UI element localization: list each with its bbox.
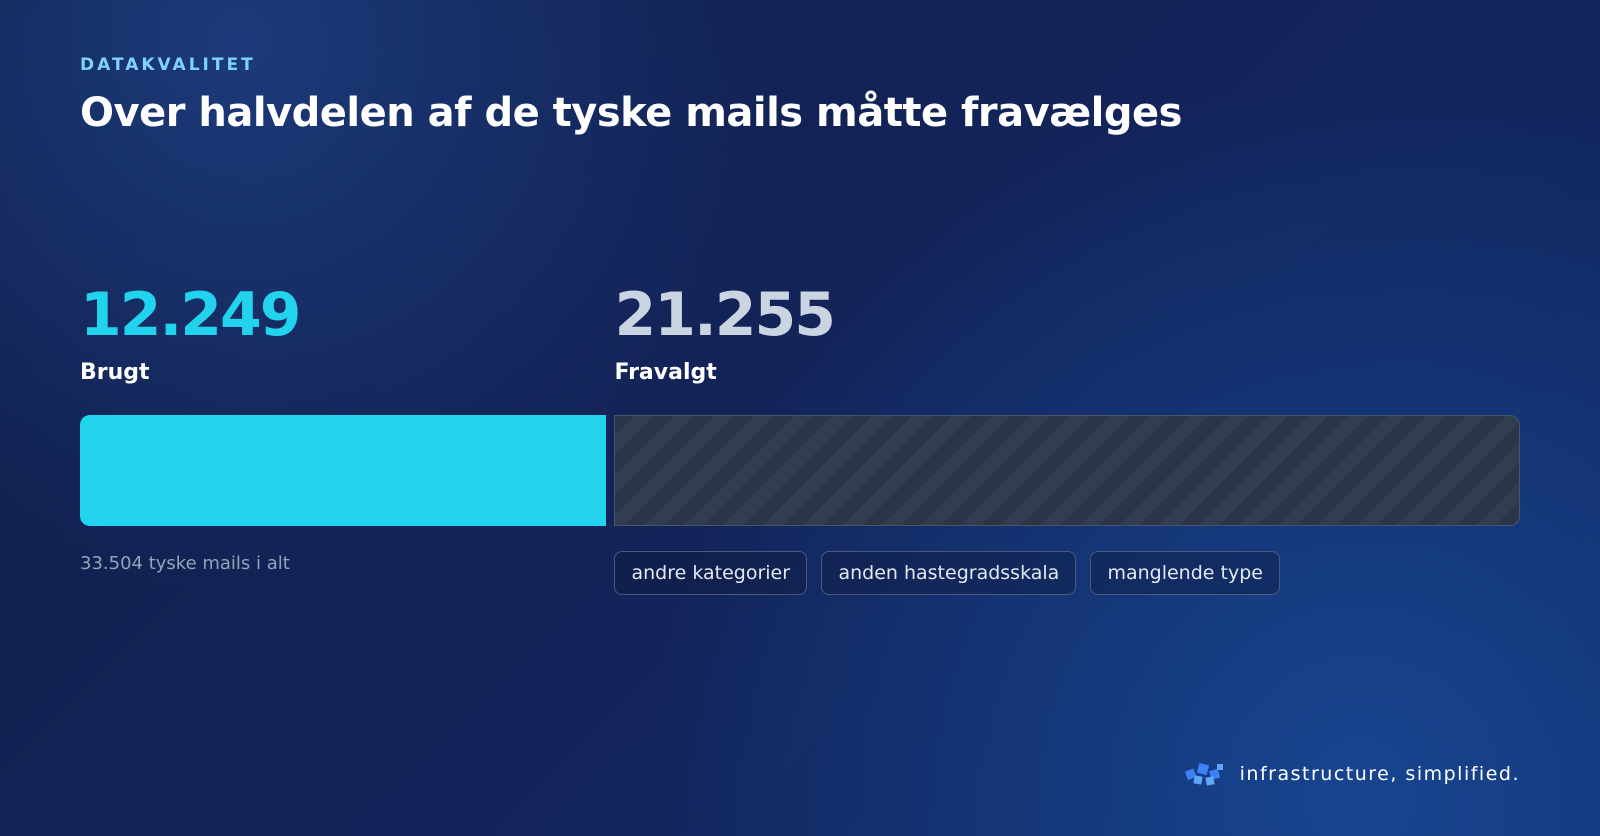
tagline: infrastructure, simplified. (1239, 763, 1520, 785)
stat-name: Brugt (80, 360, 150, 385)
tag: manglende type (1090, 551, 1280, 595)
title: Over halvdelen af de tyske mails måtte f… (80, 90, 1182, 136)
tag: andre kategorier (614, 551, 808, 595)
stat-value: 21.255 (614, 280, 836, 350)
bar-segment (614, 415, 1520, 526)
bar-segment (80, 415, 607, 526)
logo (1184, 762, 1223, 786)
stat-name: Fravalgt (614, 360, 717, 385)
eyebrow: DATAKVALITET (80, 55, 256, 75)
footer: infrastructure, simplified. (1184, 760, 1520, 788)
total-note: 33.504 tyske mails i alt (80, 553, 290, 574)
stat-value: 12.249 (80, 280, 302, 350)
tag: anden hastegradsskala (821, 551, 1077, 595)
